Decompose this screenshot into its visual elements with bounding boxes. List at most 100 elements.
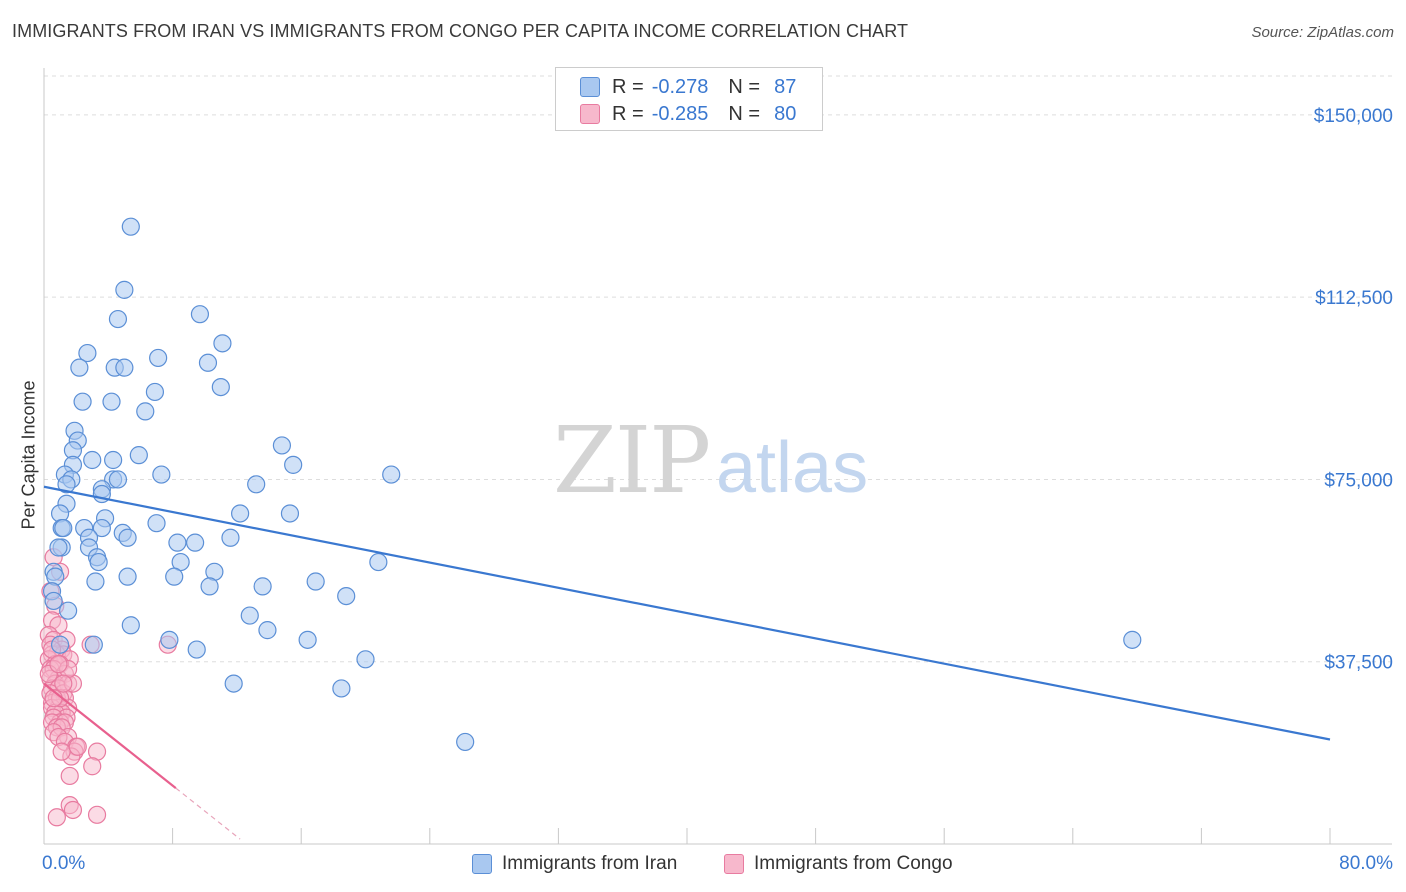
iran-point [253, 577, 272, 596]
iran-point [84, 635, 103, 654]
x-tick-label: 80.0% [1339, 853, 1393, 874]
iran-point [213, 334, 232, 353]
iran-point [129, 446, 148, 465]
bottom-legend-congo: Immigrants from Congo [724, 851, 953, 877]
bottom-legend-iran: Immigrants from Iran [472, 851, 677, 877]
iran-point [221, 528, 240, 547]
legend-r-value-congo: -0.285 [651, 102, 709, 125]
trend-layer [43, 485, 1331, 840]
legend-n-label-iran: N = [728, 75, 761, 98]
iran-point [190, 305, 210, 324]
iran-point [54, 518, 73, 538]
watermark-zip: ZIP [553, 407, 709, 514]
congo-trendline-extension [175, 787, 241, 840]
iran-point [160, 630, 179, 649]
iran-point [200, 577, 219, 596]
iran-point [231, 504, 250, 523]
iran-point [369, 552, 388, 572]
congo-point [63, 800, 83, 820]
iran-point [104, 450, 123, 470]
iran-point [89, 552, 108, 572]
congo-point [52, 742, 71, 761]
iran-point [102, 392, 121, 411]
iran-point [136, 402, 155, 421]
congo-point [47, 808, 66, 827]
congo-point [68, 737, 87, 756]
iran-point [1123, 630, 1142, 649]
iran-point [86, 572, 105, 591]
iran-point [224, 674, 243, 693]
x-tick-label: 0.0% [42, 853, 85, 874]
legend-n-value-congo: 80 [774, 102, 797, 125]
iran-point [258, 621, 277, 640]
iran-point [50, 635, 70, 654]
watermark-atlas: atlas [716, 428, 868, 508]
congo-point [49, 655, 68, 674]
legend-n-value-iran: 87 [774, 75, 797, 98]
tick-label-layer: $37,500 $75,000 $112,500 $150,000 0.0% 80.0% [42, 106, 1393, 874]
iran-point [272, 436, 292, 455]
iran-point [108, 470, 128, 489]
iran-point [280, 504, 300, 523]
iran-point [337, 587, 356, 606]
watermark-layer: ZIP atlas [553, 407, 868, 514]
iran-point [145, 382, 165, 402]
iran-point [149, 348, 168, 368]
congo-point [87, 805, 107, 824]
iran-point [165, 567, 184, 586]
grid-layer [44, 75, 1392, 663]
iran-point [456, 732, 475, 752]
iran-points [42, 217, 1142, 752]
legend-r-label-iran: R = [612, 75, 644, 98]
legend-r-value-iran: -0.278 [651, 75, 709, 98]
iran-point [59, 601, 78, 620]
iran-point [118, 567, 137, 586]
iran-point [147, 514, 166, 533]
iran-point [108, 309, 128, 329]
iran-point [115, 358, 134, 377]
chart-source: Source: ZipAtlas.com [1251, 24, 1394, 41]
iran-point [49, 538, 68, 557]
bottom-legend-iran-label: Immigrants from Iran [502, 853, 678, 874]
legend-n-label-congo: N = [728, 102, 761, 125]
iran-point [211, 377, 230, 397]
iran-point [92, 518, 111, 538]
iran-point [121, 217, 140, 236]
congo-points [39, 548, 177, 827]
congo-swatch [580, 104, 600, 124]
congo-point [60, 766, 79, 786]
iran-point [247, 475, 266, 494]
iran-point [198, 353, 218, 372]
iran-point [83, 450, 102, 470]
iran-point [240, 606, 259, 625]
bottom-legend-congo-label: Immigrants from Congo [754, 853, 953, 874]
correlation-legend: R = -0.278 N = 87 R = -0.285 N = 80 [555, 67, 823, 131]
axis-layer [43, 68, 1392, 845]
congo-trendline [43, 682, 177, 789]
iran-point [78, 343, 97, 363]
congo-point [54, 674, 73, 693]
bottom-iran-swatch [472, 854, 492, 874]
iran-point [168, 533, 187, 552]
legend-row-congo: R = -0.285 N = 80 [580, 102, 796, 126]
iran-swatch [580, 77, 600, 97]
iran-point [306, 572, 325, 591]
iran-point [186, 533, 205, 552]
iran-point [382, 465, 401, 484]
iran-trendline [43, 485, 1331, 741]
iran-point [356, 650, 375, 669]
congo-point [83, 757, 102, 776]
y-tick-label: $37,500 [1324, 653, 1393, 674]
iran-point [152, 465, 171, 484]
y-tick-label: $112,500 [1315, 288, 1393, 309]
chart-title: IMMIGRANTS FROM IRAN VS IMMIGRANTS FROM … [12, 21, 909, 41]
iran-point [121, 616, 140, 635]
y-axis-label: Per Capita Income [18, 380, 39, 530]
iran-point [298, 630, 317, 649]
iran-point [187, 640, 206, 659]
legend-row-iran: R = -0.278 N = 87 [580, 75, 796, 99]
iran-point [118, 528, 137, 547]
iran-point [70, 358, 89, 377]
